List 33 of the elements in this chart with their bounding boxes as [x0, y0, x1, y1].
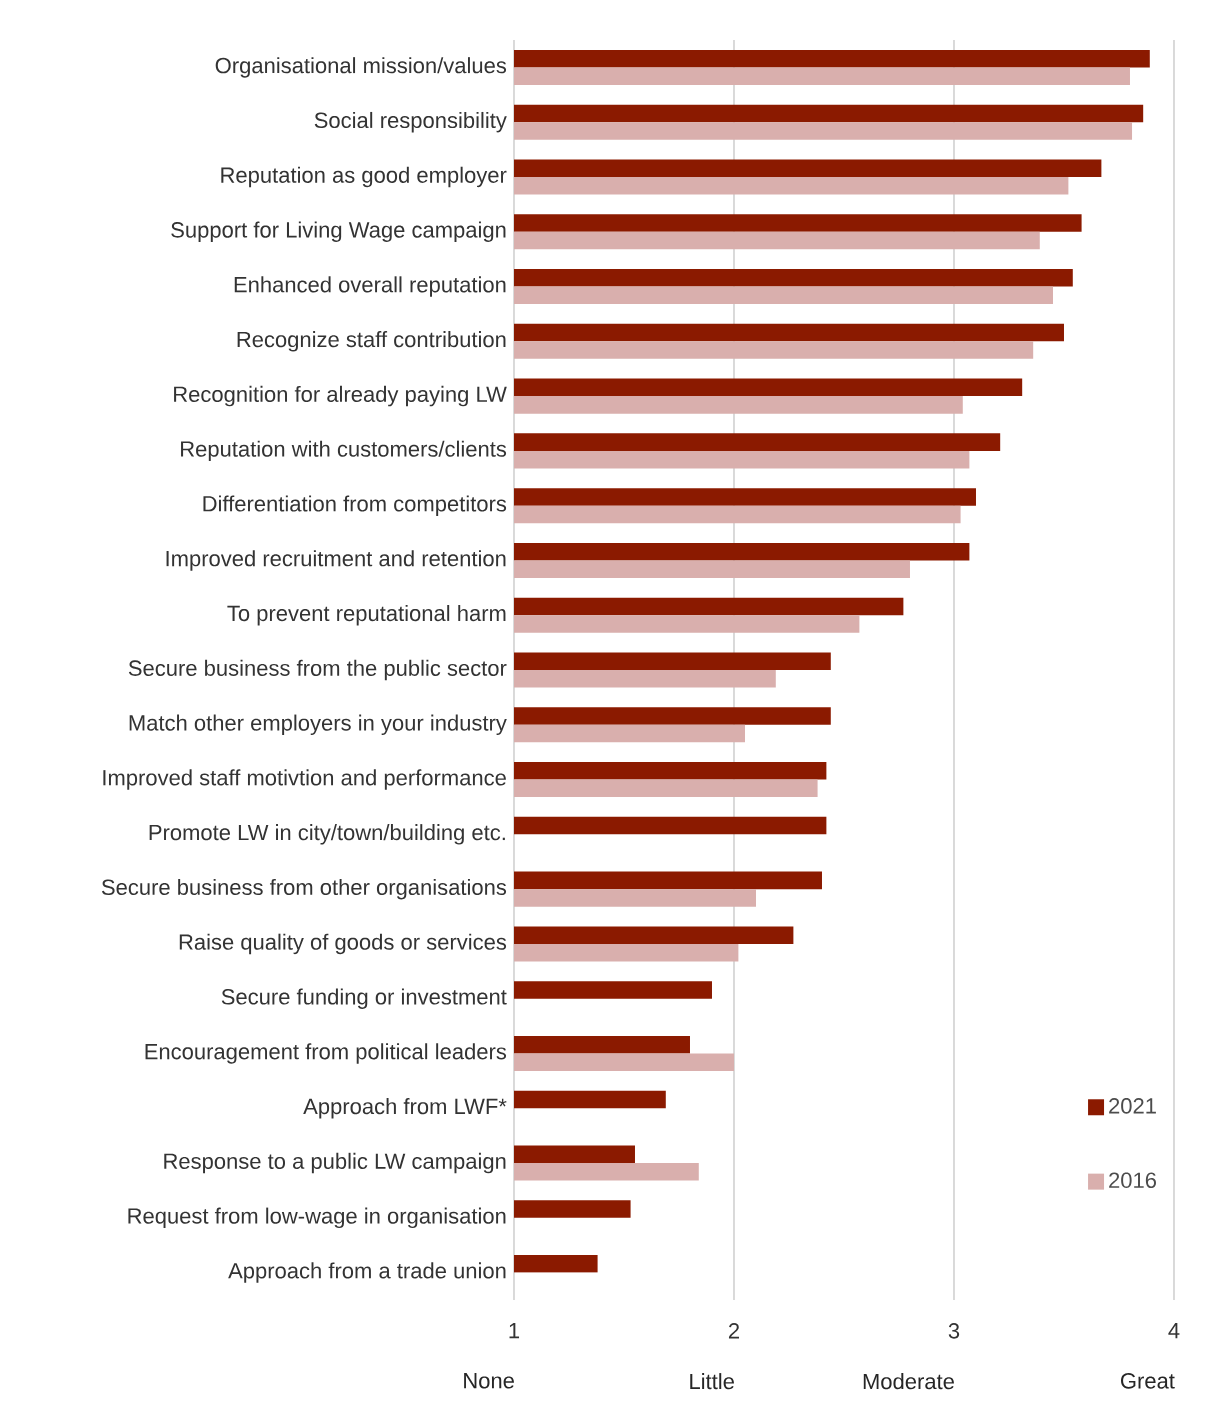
- text: None: [464, 1373, 514, 1389]
- y-tick-label: Improved recruitment and retention: [166, 550, 506, 571]
- y-tick-label: Recognition for already paying LW: [174, 385, 507, 407]
- y-tick-label: Recognize staff contribution: [237, 331, 506, 352]
- y-tick-label: Approach from LWF*: [303, 1098, 507, 1119]
- x-tick-label: 3: [948, 1323, 960, 1339]
- legend-label: 2021: [1109, 1098, 1156, 1114]
- y-tick-label: Improved staff motivtion and performance: [103, 769, 506, 790]
- y-tick-label: Promote LW in city/town/building etc.: [149, 824, 505, 845]
- y-tick-label: Request from low-wage in organisation: [128, 1207, 506, 1229]
- text: Great: [1121, 1373, 1175, 1389]
- y-tick-label: Approach from a trade union: [228, 1262, 506, 1283]
- y-tick-label: Reputation as good employer: [221, 166, 507, 188]
- legend-label: 2016: [1109, 1172, 1156, 1189]
- y-tick-label: Match other employers in your industry: [129, 714, 507, 736]
- y-tick-label: Secure business from other organisations: [101, 878, 507, 900]
- x-tick-label: 4: [1168, 1323, 1180, 1339]
- y-tick-label: Encouragement from political leaders: [145, 1043, 507, 1064]
- x-tick-label: 1: [509, 1323, 520, 1339]
- y-tick-label: Secure business from the public sector: [128, 659, 507, 681]
- text: Little: [690, 1373, 734, 1390]
- y-tick-label: Differentiation from competitors: [203, 495, 507, 516]
- y-tick-label: Organisational mission/values: [215, 57, 507, 78]
- y-tick-label: Enhanced overall reputation: [234, 276, 506, 297]
- y-tick-label: To prevent reputational harm: [227, 604, 506, 626]
- text: Moderate: [863, 1373, 954, 1390]
- y-tick-label: Raise quality of goods or services: [179, 933, 507, 955]
- y-tick-label: Social responsibility: [314, 111, 507, 133]
- y-tick-label: Response to a public LW campaign: [164, 1152, 506, 1174]
- y-tick-label: Secure funding or investment: [221, 988, 507, 1009]
- y-tick-label: Reputation with customers/clients: [181, 440, 507, 462]
- x-tick-label: 2: [728, 1323, 740, 1339]
- y-tick-label: Support for Living Wage campaign: [171, 221, 506, 242]
